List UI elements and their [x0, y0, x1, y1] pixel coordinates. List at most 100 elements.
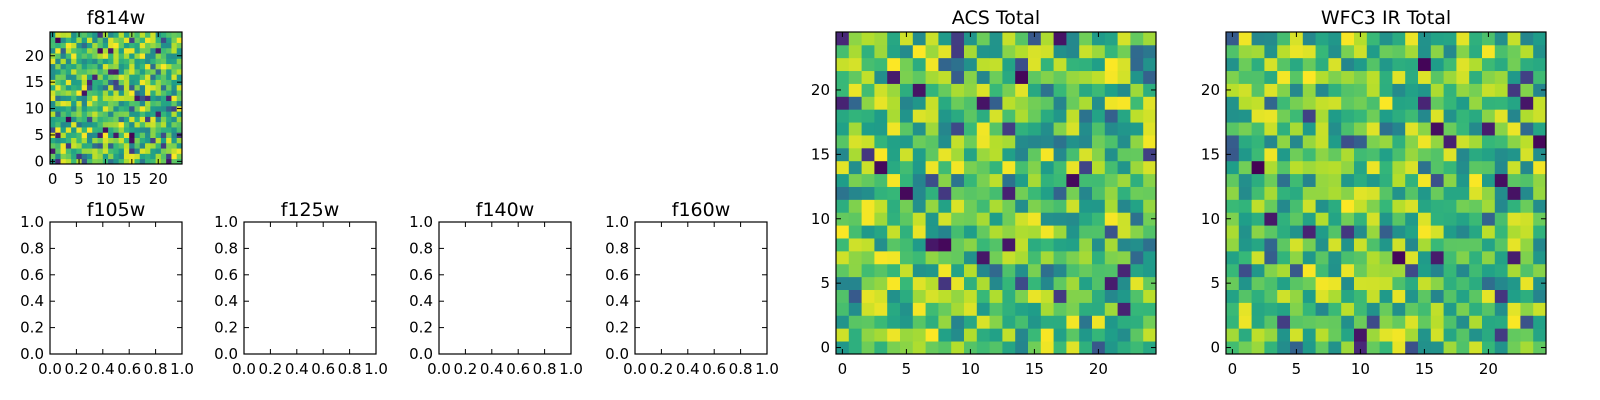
heatmap-cell: [1143, 83, 1157, 97]
heatmap-cell: [102, 58, 109, 65]
heatmap-cell: [1092, 122, 1106, 136]
heatmap-cell: [1494, 328, 1508, 342]
heatmap-cell: [1092, 302, 1106, 316]
heatmap-cell: [1418, 225, 1432, 239]
heatmap-cell: [1015, 173, 1029, 187]
heatmap-cell: [86, 132, 93, 138]
heatmap-cell: [55, 105, 61, 112]
heatmap-cell: [139, 79, 146, 86]
heatmap-cell: [976, 263, 990, 278]
heatmap-cell: [171, 142, 178, 149]
heatmap-cell: [166, 158, 172, 165]
heatmap-cell: [1104, 212, 1118, 226]
heatmap-cell: [160, 153, 167, 160]
heatmap-cell: [1494, 186, 1508, 200]
heatmap-cell: [1482, 199, 1496, 213]
heatmap-cell: [1443, 276, 1457, 290]
heatmap-cell: [97, 63, 104, 70]
heatmap-cell: [951, 173, 965, 187]
heatmap-cell: [176, 116, 183, 123]
heatmap-cell: [1226, 289, 1240, 303]
heatmap-cell: [1226, 328, 1240, 342]
heatmap-cell: [171, 79, 178, 86]
heatmap-cell: [1430, 173, 1444, 187]
heatmap-cell: [65, 84, 72, 91]
heatmap-cell: [1264, 315, 1278, 329]
heatmap-cell: [60, 132, 67, 138]
heatmap-cell: [964, 341, 978, 355]
heatmap-cell: [1092, 83, 1106, 97]
heatmap-cell: [1430, 276, 1444, 290]
heatmap-cell: [55, 127, 61, 133]
heatmap-cell: [81, 84, 88, 91]
heatmap-cell: [1456, 250, 1470, 265]
heatmap-cell: [1456, 341, 1470, 355]
heatmap-cell: [134, 111, 141, 117]
heatmap-cell: [1002, 263, 1016, 278]
heatmap-cell: [951, 341, 965, 355]
heatmap-cell: [1117, 186, 1131, 200]
heatmap-cell: [113, 116, 120, 123]
heatmap-cell: [912, 263, 926, 278]
heatmap-cell: [964, 289, 978, 303]
heatmap-cell: [1277, 315, 1291, 329]
heatmap-cell: [1482, 186, 1496, 200]
heatmap-cell: [1117, 135, 1131, 149]
heatmap-cell: [1443, 70, 1457, 84]
heatmap-cell: [976, 238, 990, 252]
heatmap-cell: [1143, 276, 1157, 290]
heatmap-cell: [1507, 96, 1521, 110]
heatmap-cell: [861, 341, 875, 355]
heatmap-cell: [964, 173, 978, 187]
heatmap-cell: [1302, 135, 1316, 149]
heatmap-cell: [1251, 328, 1265, 342]
heatmap-cell: [160, 32, 167, 38]
heatmap-cell: [129, 132, 135, 138]
heatmap-cell: [861, 122, 875, 136]
heatmap-cell: [1015, 160, 1029, 175]
heatmap-cell: [86, 42, 93, 49]
heatmap-cell: [1238, 212, 1252, 226]
heatmap-cell: [1328, 250, 1342, 265]
heatmap-cell: [964, 302, 978, 316]
heatmap-cell: [1392, 96, 1406, 110]
heatmap-cell: [1040, 212, 1054, 226]
heatmap-cell: [76, 111, 83, 117]
heatmap-cell: [60, 79, 67, 86]
heatmap-cell: [97, 90, 104, 96]
y-tick-label: 20: [25, 47, 44, 65]
heatmap-cell: [1264, 173, 1278, 187]
heatmap-cell: [1430, 341, 1444, 355]
heatmap-cell: [1379, 57, 1393, 72]
heatmap-cell: [171, 105, 178, 112]
heatmap-cell: [123, 105, 130, 112]
heatmap-cell: [989, 276, 1003, 290]
heatmap-cell: [925, 70, 939, 84]
heatmap-cell: [1469, 263, 1483, 278]
heatmap-cell: [134, 158, 141, 165]
heatmap-cell: [976, 83, 990, 97]
heatmap-cell: [166, 137, 172, 144]
heatmap-cell: [1130, 250, 1144, 265]
heatmap-cell: [129, 63, 135, 70]
heatmap-cell: [1469, 199, 1483, 213]
heatmap-cell: [976, 341, 990, 355]
heatmap-cell: [1520, 32, 1534, 46]
heatmap-cell: [118, 32, 125, 38]
heatmap-cell: [145, 90, 151, 96]
heatmap-cell: [1277, 173, 1291, 187]
heatmap-cell: [1469, 341, 1483, 355]
heatmap-cell: [1328, 315, 1342, 329]
heatmap-cell: [1053, 147, 1067, 162]
heatmap-cell: [1443, 44, 1457, 59]
heatmap-cell: [160, 74, 167, 80]
heatmap-cell: [1520, 160, 1534, 175]
heatmap-cell: [1117, 122, 1131, 136]
heatmap-cell: [1092, 341, 1106, 355]
heatmap-cell: [129, 47, 135, 54]
heatmap-cell: [1315, 328, 1329, 342]
heatmap-cell: [176, 42, 183, 49]
heatmap-cell: [176, 63, 183, 70]
heatmap-cell: [951, 250, 965, 265]
heatmap-cell: [1104, 302, 1118, 316]
